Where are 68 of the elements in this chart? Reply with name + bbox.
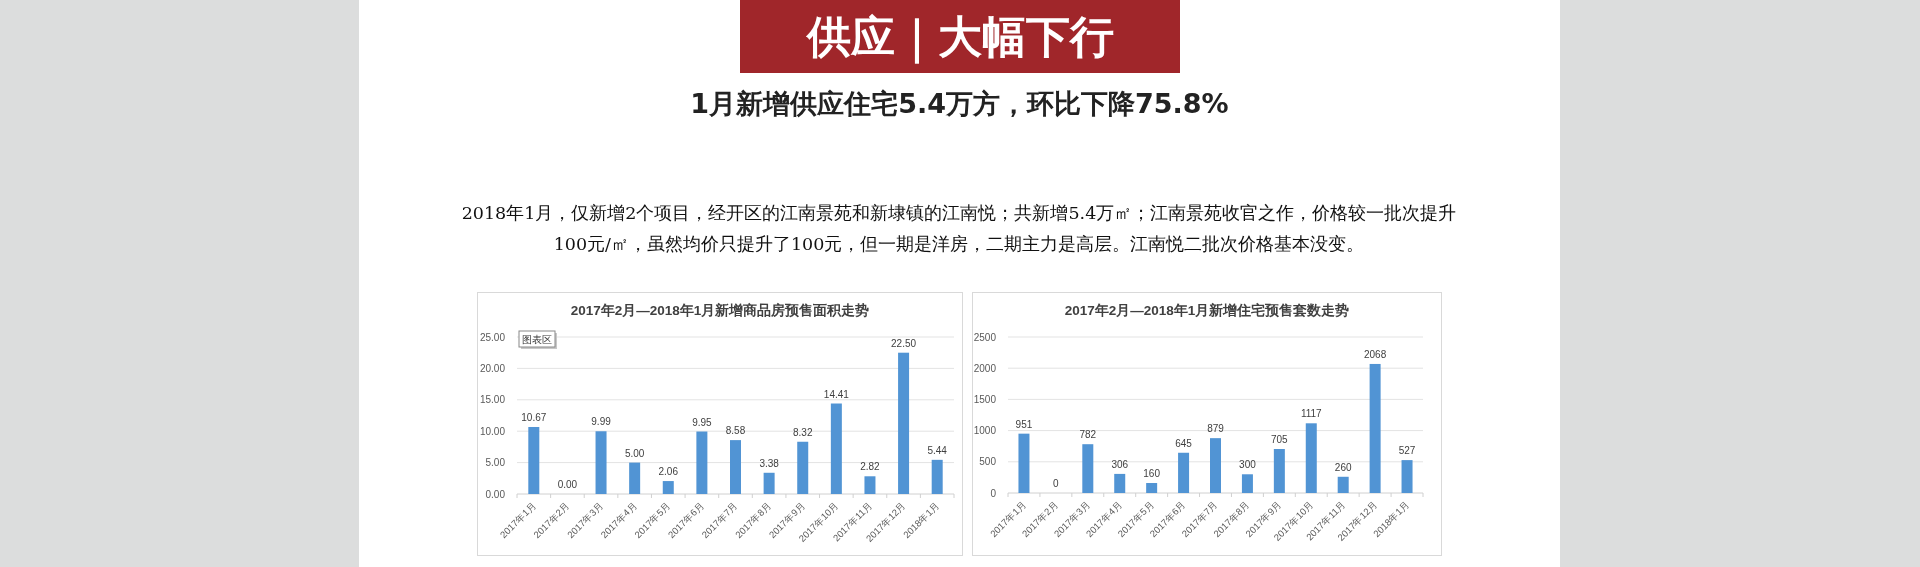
bar xyxy=(730,440,741,494)
bar xyxy=(1114,473,1126,493)
y-tick-label: 1500 xyxy=(973,393,997,405)
data-label: 705 xyxy=(1271,434,1289,446)
data-label: 2.82 xyxy=(860,461,881,473)
data-label: 951 xyxy=(1015,418,1033,430)
text: 2018年1月，仅新增2个项目，经开区的江南景苑和新埭镇的江南悦；共新增5.4万㎡；江南景苑收官之作，价格较一批次提升100元/㎡，虽然均价只提升了100元，但一期是洋房，二期主力是高层。江南悦二批次价格基本没变。 xyxy=(460,202,1458,256)
bar xyxy=(830,403,842,494)
y-tick-label: 25.00 xyxy=(479,331,506,343)
y-tick-label: 0.00 xyxy=(485,488,506,500)
y-tick-label: 10.00 xyxy=(479,425,506,437)
data-label: 8.58 xyxy=(725,425,746,437)
bar xyxy=(696,431,708,494)
data-label: 9.95 xyxy=(692,416,713,428)
y-tick-label: 2000 xyxy=(973,362,997,374)
bar xyxy=(864,476,876,494)
data-label: 645 xyxy=(1175,437,1193,449)
bar xyxy=(1018,433,1030,493)
y-tick-label: 0 xyxy=(990,487,997,499)
data-label: 9.99 xyxy=(591,416,612,428)
bar xyxy=(1241,474,1253,493)
text: 供应｜大幅下行 xyxy=(740,0,1180,73)
text: 1月新增供应住宅5.4万方，环比下降75.8% xyxy=(689,87,1230,121)
data-label: 0.00 xyxy=(557,479,578,490)
data-label: 2068 xyxy=(1363,348,1387,360)
data-label: 14.41 xyxy=(823,388,850,400)
annotation: 图表区 xyxy=(522,334,552,345)
bar xyxy=(1082,444,1094,493)
bar xyxy=(1401,460,1413,493)
data-label: 260 xyxy=(1334,461,1352,473)
y-tick-label: 1000 xyxy=(973,425,997,437)
data-label: 8.32 xyxy=(793,426,813,438)
y-tick-label: 5.00 xyxy=(485,457,506,469)
y-tick-label: 2500 xyxy=(973,331,997,343)
data-label: 5.00 xyxy=(624,447,645,459)
bar xyxy=(629,462,641,494)
bar xyxy=(1178,452,1190,493)
data-label: 1117 xyxy=(1300,408,1323,420)
data-label: 306 xyxy=(1111,458,1129,470)
data-label: 2.06 xyxy=(658,466,679,478)
data-label: 782 xyxy=(1079,429,1097,441)
y-tick-label: 20.00 xyxy=(479,362,506,374)
data-label: 10.67 xyxy=(521,411,547,423)
bar xyxy=(1146,483,1158,493)
bar xyxy=(898,352,910,494)
chart-title: 2017年2月—2018年1月新增住宅预售套数走势 xyxy=(1064,302,1350,318)
data-label: 3.38 xyxy=(759,457,780,469)
bar xyxy=(662,481,674,494)
y-tick-label: 500 xyxy=(979,456,997,468)
data-label: 5.44 xyxy=(927,444,948,456)
bar xyxy=(528,426,540,494)
bar xyxy=(931,459,943,494)
chart-title: 2017年2月—2018年1月新增商品房预售面积走势 xyxy=(570,302,870,318)
bar xyxy=(1273,449,1285,493)
data-label: 0 xyxy=(1053,478,1060,489)
bar xyxy=(1210,438,1221,493)
bar xyxy=(1305,423,1317,493)
data-label: 300 xyxy=(1239,459,1257,471)
bar xyxy=(1337,476,1349,493)
data-label: 879 xyxy=(1207,423,1225,435)
y-tick-label: 15.00 xyxy=(479,394,506,406)
data-label: 160 xyxy=(1143,468,1161,480)
data-label: 22.50 xyxy=(891,337,917,349)
bar xyxy=(763,472,775,494)
bar xyxy=(1369,363,1381,493)
bar xyxy=(595,431,607,494)
data-label: 527 xyxy=(1398,445,1416,457)
bar xyxy=(797,441,809,494)
